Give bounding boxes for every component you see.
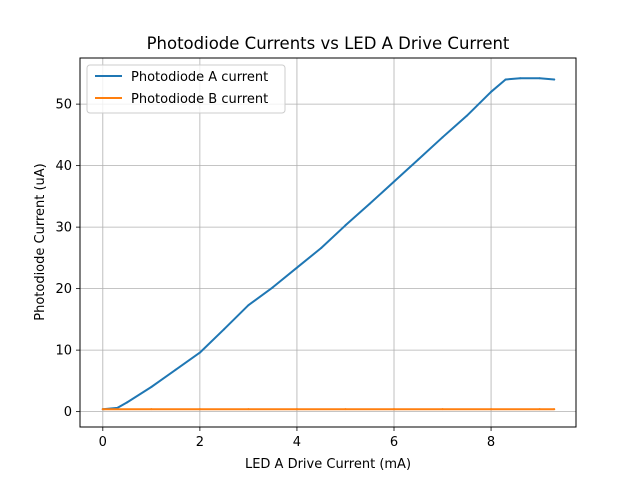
- data-point-photodiode-a-current: [174, 368, 177, 371]
- data-point-photodiode-a-current: [150, 386, 153, 389]
- data-point-photodiode-a-current: [504, 78, 507, 81]
- data-point-photodiode-b-current: [393, 408, 396, 411]
- legend: Photodiode A current Photodiode B curren…: [86, 64, 286, 114]
- data-point-photodiode-b-current: [247, 408, 250, 411]
- data-point-photodiode-b-current: [150, 408, 153, 411]
- x-tick-label: 6: [390, 435, 398, 450]
- y-tick-label: 10: [55, 344, 72, 359]
- x-axis-label: LED A Drive Current (mA): [245, 457, 411, 472]
- plot-frame: [79, 57, 577, 428]
- data-point-photodiode-a-current: [368, 202, 371, 205]
- x-tick-label: 2: [196, 435, 204, 450]
- data-point-photodiode-b-current: [198, 408, 201, 411]
- legend-label-photodiode-b: Photodiode B current: [131, 92, 268, 107]
- data-point-photodiode-b-current: [441, 408, 444, 411]
- series-layer: [101, 77, 556, 411]
- data-point-photodiode-b-current: [538, 408, 541, 411]
- data-point-photodiode-a-current: [465, 114, 468, 117]
- y-axis-label: Photodiode Current (uA): [33, 163, 48, 321]
- legend-label-photodiode-a: Photodiode A current: [131, 70, 268, 85]
- data-point-photodiode-a-current: [344, 224, 347, 227]
- y-tick-label: 0: [64, 405, 72, 420]
- data-point-photodiode-b-current: [295, 408, 298, 411]
- legend-box: [86, 64, 286, 114]
- data-point-photodiode-a-current: [393, 180, 396, 183]
- x-tick-label: 0: [99, 435, 107, 450]
- data-point-photodiode-b-current: [490, 408, 493, 411]
- data-point-photodiode-a-current: [417, 158, 420, 161]
- data-point-photodiode-b-current: [553, 408, 556, 411]
- data-point-photodiode-a-current: [126, 401, 129, 404]
- data-point-photodiode-b-current: [344, 408, 347, 411]
- data-point-photodiode-a-current: [490, 90, 493, 93]
- data-point-photodiode-a-current: [247, 304, 250, 307]
- data-point-photodiode-a-current: [198, 351, 201, 354]
- data-point-photodiode-a-current: [320, 247, 323, 250]
- grid: [80, 58, 576, 427]
- y-tick-label: 30: [55, 221, 72, 236]
- x-tick-label: 8: [487, 435, 495, 450]
- x-tick-label: 4: [293, 435, 301, 450]
- chart-title: Photodiode Currents vs LED A Drive Curre…: [147, 34, 510, 53]
- data-point-photodiode-a-current: [271, 286, 274, 289]
- y-tick-label: 40: [55, 159, 72, 174]
- data-point-photodiode-b-current: [101, 408, 104, 411]
- y-tick-label: 20: [55, 282, 72, 297]
- data-point-photodiode-a-current: [553, 78, 556, 81]
- y-tick-label: 50: [55, 98, 72, 113]
- data-point-photodiode-a-current: [295, 266, 298, 269]
- data-point-photodiode-a-current: [223, 328, 226, 331]
- ticks: 0 2 4 6 8 0 10 20 30 40 50: [55, 98, 495, 450]
- data-point-photodiode-a-current: [538, 77, 541, 80]
- data-point-photodiode-a-current: [441, 136, 444, 139]
- series-line-photodiode-a-current: [101, 77, 556, 411]
- data-point-photodiode-a-current: [519, 77, 522, 80]
